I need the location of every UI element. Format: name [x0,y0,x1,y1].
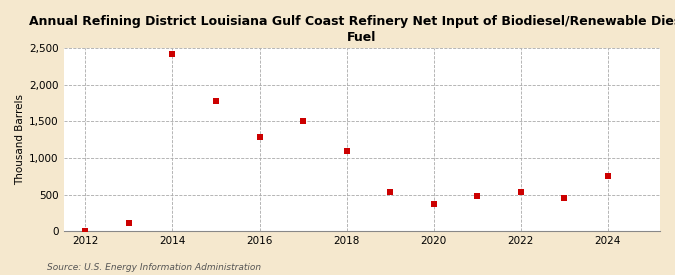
Point [298,119,308,123]
Y-axis label: Thousand Barrels: Thousand Barrels [15,94,25,185]
Point [472,194,483,198]
Point [211,98,221,103]
Point [341,148,352,153]
Point [602,174,613,178]
Point [385,189,396,194]
Point [254,134,265,139]
Point [428,202,439,207]
Title: Annual Refining District Louisiana Gulf Coast Refinery Net Input of Biodiesel/Re: Annual Refining District Louisiana Gulf … [30,15,675,44]
Point [80,229,91,233]
Point [515,190,526,195]
Text: Source: U.S. Energy Information Administration: Source: U.S. Energy Information Administ… [47,263,261,272]
Point [559,196,570,200]
Point [124,220,134,225]
Point [167,52,178,56]
